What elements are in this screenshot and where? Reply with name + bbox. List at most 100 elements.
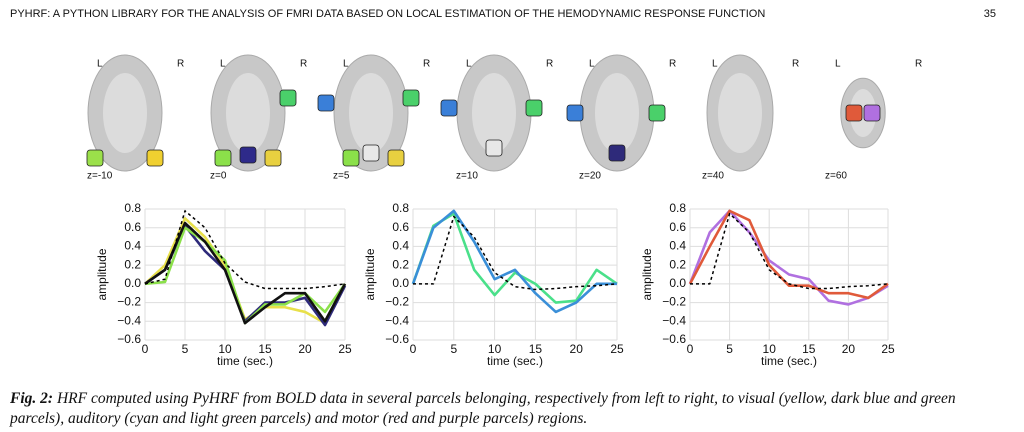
brain-core bbox=[472, 73, 516, 153]
figure: PYHRF: A PYTHON LIBRARY FOR THE ANALYSIS… bbox=[10, 8, 996, 368]
right-label: R bbox=[915, 59, 922, 70]
x-tick-label: 0 bbox=[142, 342, 149, 356]
slice-label: z=20 bbox=[579, 171, 601, 182]
x-tick-label: 0 bbox=[410, 342, 417, 356]
right-label: R bbox=[300, 59, 307, 70]
x-tick-label: 15 bbox=[802, 342, 816, 356]
y-tick-label: −0.4 bbox=[385, 313, 409, 327]
x-tick-label: 15 bbox=[258, 342, 272, 356]
caption-label: Fig. 2: bbox=[10, 390, 54, 407]
slice-label: z=-10 bbox=[87, 171, 113, 182]
x-axis-label: time (sec.) bbox=[217, 354, 273, 368]
parcel bbox=[342, 149, 360, 167]
slice-label: z=5 bbox=[333, 171, 350, 182]
y-tick-label: 0.2 bbox=[669, 257, 686, 271]
y-tick-label: 0.8 bbox=[392, 201, 409, 215]
series-line bbox=[690, 212, 889, 290]
parcel bbox=[264, 149, 282, 167]
y-tick-label: −0.6 bbox=[385, 332, 409, 346]
y-tick-label: 0.2 bbox=[124, 257, 141, 271]
parcel bbox=[608, 144, 626, 162]
right-label: R bbox=[669, 59, 676, 70]
y-tick-label: 0.6 bbox=[392, 220, 409, 234]
x-tick-label: 25 bbox=[610, 342, 624, 356]
left-label: L bbox=[343, 59, 349, 70]
y-tick-label: −0.2 bbox=[117, 295, 141, 309]
right-label: R bbox=[423, 59, 430, 70]
parcel bbox=[387, 149, 405, 167]
y-tick-label: 0.6 bbox=[669, 220, 686, 234]
left-label: L bbox=[220, 59, 226, 70]
parcel bbox=[485, 139, 503, 157]
y-tick-label: −0.2 bbox=[385, 295, 409, 309]
parcel bbox=[402, 89, 420, 107]
series-line bbox=[688, 209, 889, 306]
parcel bbox=[279, 89, 297, 107]
brain-core bbox=[103, 73, 147, 153]
y-tick-label: −0.6 bbox=[662, 332, 686, 346]
left-label: L bbox=[589, 59, 595, 70]
x-tick-label: 5 bbox=[182, 342, 189, 356]
y-tick-label: 0.0 bbox=[669, 276, 686, 290]
x-tick-label: 0 bbox=[687, 342, 694, 356]
parcel bbox=[239, 146, 257, 164]
brain-core bbox=[849, 89, 877, 137]
brain-core bbox=[349, 73, 393, 153]
y-tick-label: 0.8 bbox=[669, 201, 686, 215]
parcel bbox=[214, 149, 232, 167]
caption: Fig. 2: HRF computed using PyHRF from BO… bbox=[10, 389, 1010, 429]
x-tick-label: 25 bbox=[338, 342, 352, 356]
parcel bbox=[863, 104, 881, 122]
parcel bbox=[440, 99, 458, 117]
slice-label: z=40 bbox=[702, 171, 724, 182]
y-axis-label: amplitude bbox=[95, 248, 109, 300]
y-tick-label: 0.4 bbox=[392, 239, 409, 253]
caption-text: HRF computed using PyHRF from BOLD data … bbox=[10, 390, 956, 427]
slice-label: z=10 bbox=[456, 171, 478, 182]
x-tick-label: 10 bbox=[488, 342, 502, 356]
parcel bbox=[566, 104, 584, 122]
x-tick-label: 5 bbox=[450, 342, 457, 356]
x-tick-label: 20 bbox=[842, 342, 856, 356]
x-tick-label: 5 bbox=[726, 342, 733, 356]
series-line bbox=[688, 209, 889, 300]
parcel bbox=[86, 149, 104, 167]
left-label: L bbox=[835, 59, 841, 70]
parcel bbox=[648, 104, 666, 122]
parcel bbox=[525, 99, 543, 117]
running-header: PYHRF: A PYTHON LIBRARY FOR THE ANALYSIS… bbox=[10, 8, 765, 20]
x-tick-label: 10 bbox=[763, 342, 777, 356]
series-line bbox=[144, 221, 347, 325]
x-tick-label: 10 bbox=[218, 342, 232, 356]
x-axis-label: time (sec.) bbox=[761, 354, 817, 368]
right-label: R bbox=[546, 59, 553, 70]
series-line bbox=[411, 209, 617, 314]
brain-core bbox=[718, 73, 762, 153]
right-label: R bbox=[177, 59, 184, 70]
left-label: L bbox=[712, 59, 718, 70]
y-tick-label: 0.4 bbox=[124, 239, 141, 253]
y-tick-label: 0.2 bbox=[392, 257, 409, 271]
series-line bbox=[413, 215, 618, 291]
y-tick-label: 0.8 bbox=[124, 201, 141, 215]
parcel bbox=[317, 94, 335, 112]
x-tick-label: 25 bbox=[881, 342, 895, 356]
right-label: R bbox=[792, 59, 799, 70]
parcel bbox=[146, 149, 164, 167]
x-tick-label: 15 bbox=[529, 342, 543, 356]
y-axis-label: amplitude bbox=[363, 248, 377, 300]
y-tick-label: −0.4 bbox=[662, 313, 686, 327]
x-tick-label: 20 bbox=[298, 342, 312, 356]
parcel bbox=[362, 144, 380, 162]
y-tick-label: 0.6 bbox=[124, 220, 141, 234]
y-tick-label: 0.0 bbox=[392, 276, 409, 290]
y-tick-label: 0.4 bbox=[669, 239, 686, 253]
parcel bbox=[845, 104, 863, 122]
left-label: L bbox=[97, 59, 103, 70]
y-axis-label: amplitude bbox=[640, 248, 654, 300]
slice-label: z=0 bbox=[210, 171, 227, 182]
x-axis-label: time (sec.) bbox=[487, 354, 543, 368]
y-tick-label: −0.2 bbox=[662, 295, 686, 309]
y-tick-label: 0.0 bbox=[124, 276, 141, 290]
